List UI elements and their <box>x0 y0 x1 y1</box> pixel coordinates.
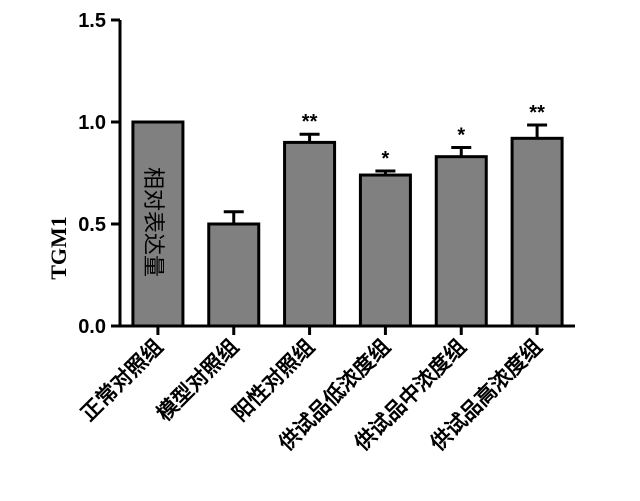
significance-label: ** <box>529 102 545 124</box>
significance-label: * <box>457 125 465 147</box>
y-tick-label: 0.0 <box>78 316 106 338</box>
y-axis-label-overlay: 相对表达量 <box>140 167 165 277</box>
bar <box>434 155 488 328</box>
significance-label: * <box>382 148 390 170</box>
error-bars <box>223 123 548 224</box>
y-tick-label: 1.5 <box>78 10 106 32</box>
bar <box>131 120 185 328</box>
bar <box>358 173 412 328</box>
significance-label: ** <box>302 111 318 133</box>
bar <box>207 222 261 328</box>
x-axis <box>118 324 575 335</box>
bars <box>131 120 564 328</box>
y-tick-label: 1.0 <box>78 112 106 134</box>
y-tick-label: 0.5 <box>78 214 106 236</box>
bar <box>510 136 564 328</box>
significance-marks: ****** <box>302 102 545 170</box>
y-axis: 0.0 0.5 1.0 1.5 <box>78 10 122 338</box>
x-tick-label: 模型对照组 <box>152 335 243 426</box>
x-tick-label: 正常对照组 <box>76 335 167 426</box>
y-axis-label: TGM1 <box>46 216 71 280</box>
bar <box>283 140 337 328</box>
